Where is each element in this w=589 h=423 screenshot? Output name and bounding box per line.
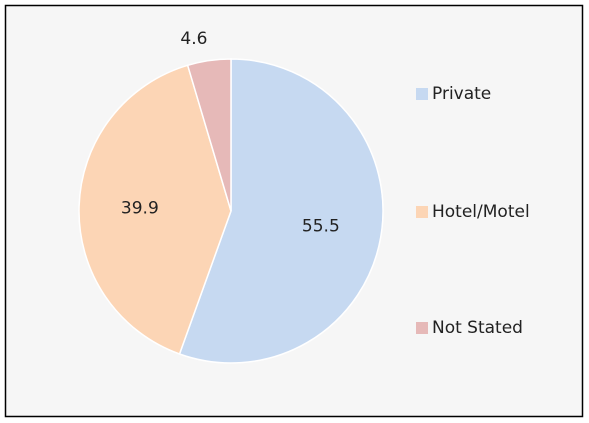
pie-slice (178, 58, 384, 364)
data-label: 39.9 (121, 198, 159, 218)
data-label: 4.6 (180, 29, 207, 49)
legend-label: Private (432, 84, 491, 104)
legend-label: Not Stated (432, 318, 523, 338)
pie-slice (78, 64, 232, 355)
pie-slice (186, 58, 232, 212)
legend-label: Hotel/Motel (432, 202, 530, 222)
legend-swatch (416, 206, 428, 218)
legend-swatch (416, 88, 428, 100)
data-label: 55.5 (302, 217, 340, 237)
legend-swatch (416, 322, 428, 334)
